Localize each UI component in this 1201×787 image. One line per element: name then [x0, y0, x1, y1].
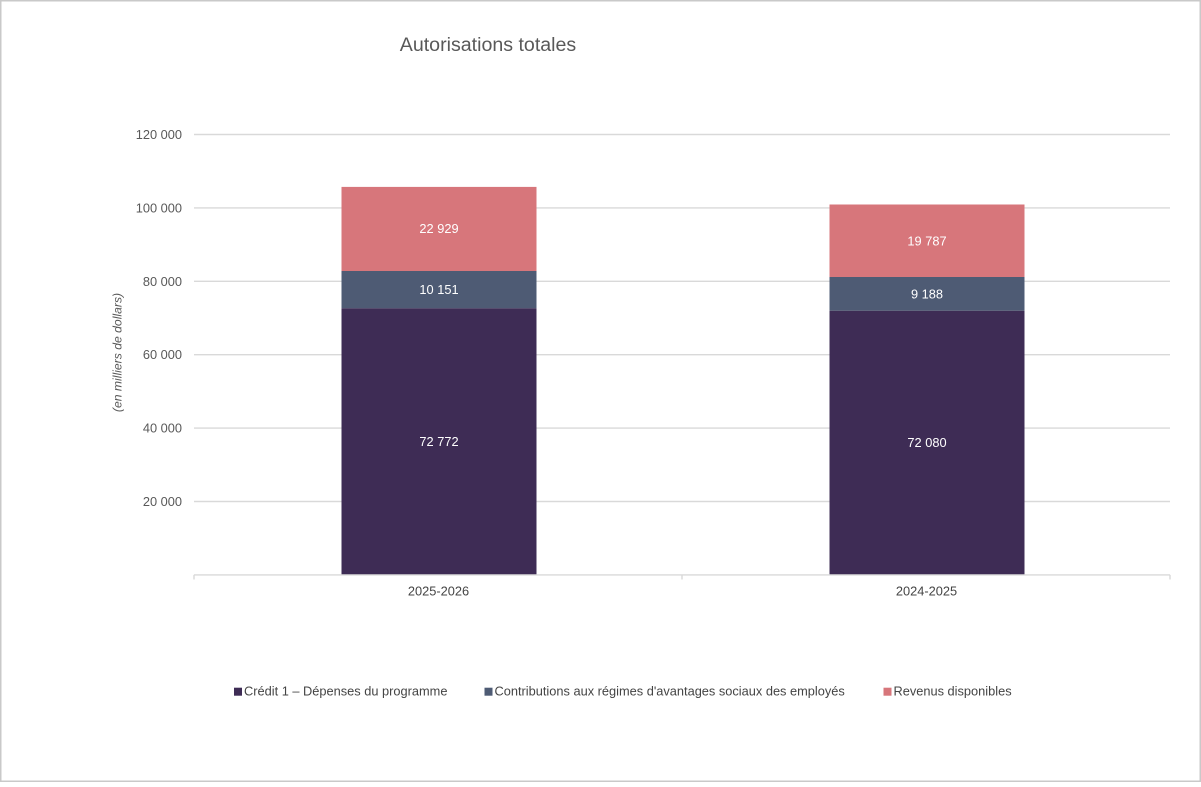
svg-text:19 787: 19 787 — [907, 233, 946, 248]
svg-text:60 000: 60 000 — [143, 347, 182, 362]
svg-text:2025-2026: 2025-2026 — [408, 583, 469, 598]
svg-text:80 000: 80 000 — [143, 274, 182, 289]
svg-text:72 080: 72 080 — [907, 435, 946, 450]
svg-text:9 188: 9 188 — [911, 286, 943, 301]
svg-text:Contributions aux régimes d'av: Contributions aux régimes d'avantages so… — [495, 684, 845, 699]
svg-text:22 929: 22 929 — [419, 221, 458, 236]
svg-text:Revenus disponibles: Revenus disponibles — [894, 684, 1012, 699]
svg-text:2024-2025: 2024-2025 — [896, 583, 957, 598]
svg-text:Crédit 1 – Dépenses du program: Crédit 1 – Dépenses du programme — [244, 684, 447, 699]
svg-text:100 000: 100 000 — [136, 200, 182, 215]
svg-text:20 000: 20 000 — [143, 494, 182, 509]
svg-text:(en milliers de dollars): (en milliers de dollars) — [111, 293, 125, 412]
svg-text:120 000: 120 000 — [136, 127, 182, 142]
svg-text:72 772: 72 772 — [419, 434, 458, 449]
svg-text:Autorisations totales: Autorisations totales — [400, 34, 577, 56]
svg-text:10 151: 10 151 — [419, 282, 458, 297]
svg-text:40 000: 40 000 — [143, 421, 182, 436]
